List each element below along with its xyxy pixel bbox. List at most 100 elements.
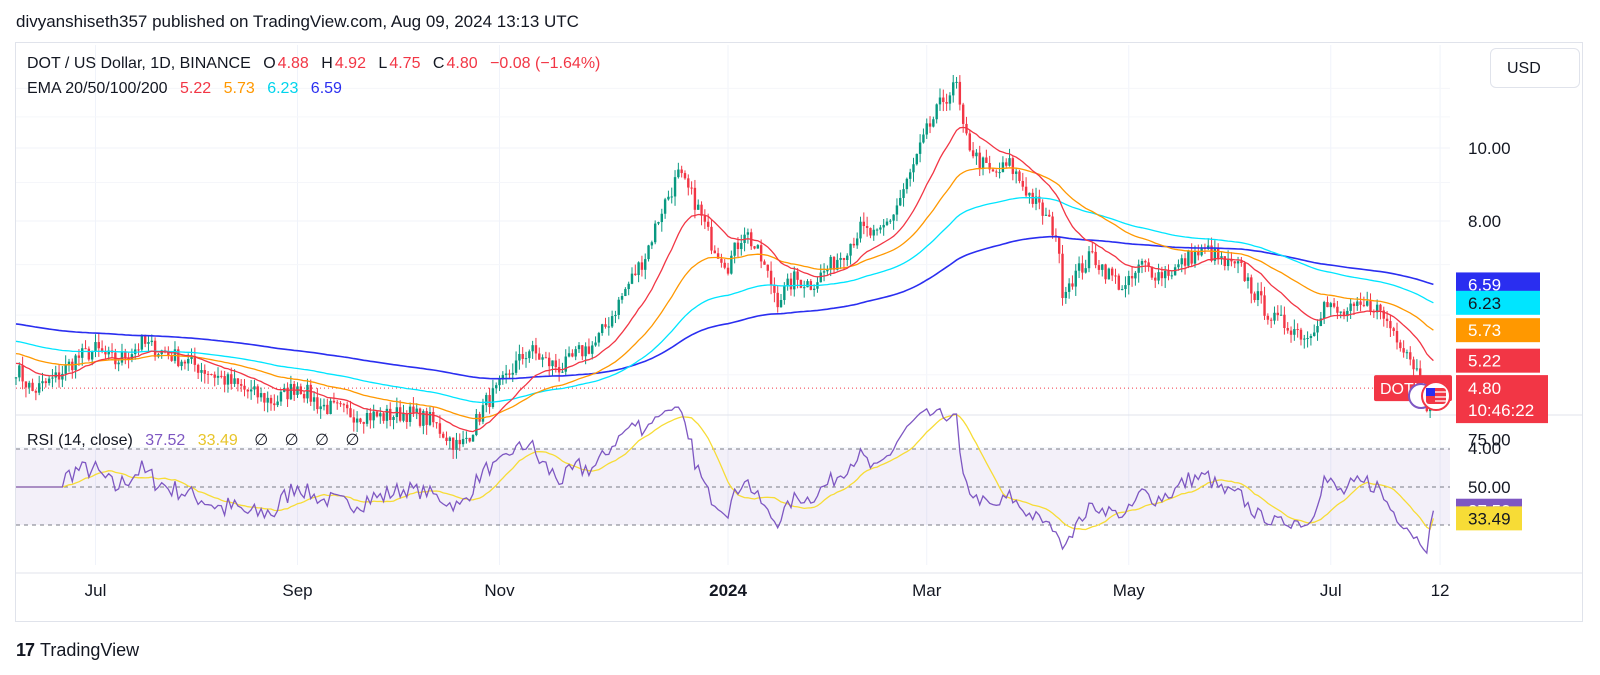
ema-price-tag-text: 6.23 bbox=[1468, 294, 1501, 313]
candle-body bbox=[37, 383, 41, 393]
candle-body bbox=[398, 407, 402, 421]
candle-body bbox=[309, 384, 312, 402]
candle-body bbox=[1014, 171, 1018, 174]
candle-body bbox=[1031, 192, 1034, 204]
candle-body bbox=[249, 389, 253, 392]
candle-body bbox=[329, 400, 332, 415]
ema-price-tag-text: 6.59 bbox=[1468, 275, 1501, 294]
candle-body bbox=[922, 134, 925, 143]
candle-body bbox=[47, 378, 51, 384]
candle-body bbox=[1144, 261, 1147, 263]
candle-body bbox=[1197, 251, 1200, 256]
candle-body bbox=[1147, 262, 1150, 267]
candle-body bbox=[730, 255, 733, 274]
candle-body bbox=[1399, 342, 1402, 349]
candle-body bbox=[90, 350, 94, 360]
candle-body bbox=[1170, 275, 1174, 277]
candle-body bbox=[733, 242, 736, 256]
candle-body bbox=[147, 342, 150, 344]
ema20-line bbox=[15, 126, 1434, 433]
time-axis-label: 2024 bbox=[709, 581, 747, 600]
candle-body bbox=[895, 205, 899, 215]
candle-body bbox=[286, 387, 289, 400]
candle-body bbox=[1405, 352, 1409, 354]
na-symbol-4: ∅ bbox=[345, 432, 360, 449]
candle-body bbox=[259, 393, 263, 398]
candle-body bbox=[1067, 283, 1071, 292]
chart-frame[interactable] bbox=[15, 42, 1583, 622]
candle-body bbox=[690, 187, 693, 189]
candle-body bbox=[1293, 329, 1296, 335]
candle-body bbox=[879, 227, 882, 230]
time-axis-label: 12 bbox=[1431, 581, 1450, 600]
candle-body bbox=[538, 353, 541, 360]
candle-body bbox=[1216, 248, 1220, 260]
candle-body bbox=[773, 285, 776, 293]
candle-body bbox=[551, 360, 554, 367]
candle-body bbox=[624, 289, 627, 297]
candle-body bbox=[799, 279, 803, 288]
candle-body bbox=[418, 408, 422, 426]
candle-body bbox=[1087, 251, 1091, 269]
candle-body bbox=[31, 382, 34, 391]
candle-body bbox=[789, 278, 793, 290]
ema100-value: 6.23 bbox=[267, 80, 299, 97]
candle-body bbox=[389, 408, 392, 420]
candle-body bbox=[28, 382, 31, 388]
candle-body bbox=[1130, 275, 1134, 279]
candle-body bbox=[180, 361, 183, 367]
candle-body bbox=[1157, 272, 1160, 281]
candle-body bbox=[203, 370, 206, 374]
candle-body bbox=[604, 324, 607, 327]
candle-body bbox=[1177, 264, 1180, 268]
candle-body bbox=[220, 375, 223, 377]
candle-body bbox=[1306, 338, 1309, 340]
candle-body bbox=[1392, 328, 1395, 331]
candle-body bbox=[779, 300, 783, 308]
rsi-ma-legend-value: 33.49 bbox=[197, 432, 238, 449]
candle-body bbox=[935, 104, 938, 120]
candle-body bbox=[1296, 329, 1299, 331]
high-value: 4.92 bbox=[334, 55, 366, 72]
candle-body bbox=[534, 345, 538, 354]
candle-body bbox=[1379, 304, 1382, 311]
candle-body bbox=[445, 437, 448, 441]
candle-body bbox=[1352, 303, 1356, 306]
candle-body bbox=[365, 413, 369, 424]
ema50-value: 5.73 bbox=[223, 80, 255, 97]
ema-title[interactable]: EMA 20/50/100/200 bbox=[27, 80, 168, 97]
time-axis-label: Jul bbox=[85, 581, 107, 600]
time-axis-label: Jul bbox=[1320, 581, 1342, 600]
candle-body bbox=[988, 162, 991, 170]
candle-body bbox=[803, 287, 806, 289]
candle-body bbox=[693, 187, 697, 210]
candle-body bbox=[1011, 158, 1015, 174]
candle-body bbox=[216, 375, 220, 378]
candle-body bbox=[905, 178, 909, 190]
rsi-value-tag-text: 33.49 bbox=[1468, 509, 1511, 528]
candle-body bbox=[74, 355, 77, 371]
candle-body bbox=[137, 349, 140, 351]
candle-body bbox=[981, 157, 985, 169]
candle-body bbox=[1154, 277, 1157, 281]
candle-body bbox=[703, 215, 707, 222]
rsi-title[interactable]: RSI (14, close) bbox=[27, 432, 133, 449]
tradingview-footer[interactable]: 17 TradingView bbox=[16, 640, 139, 661]
candle-body bbox=[1097, 265, 1101, 270]
candle-body bbox=[196, 364, 200, 373]
candle-body bbox=[660, 213, 663, 223]
candle-body bbox=[1269, 319, 1273, 321]
candle-body bbox=[610, 316, 614, 327]
candle-body bbox=[448, 437, 452, 441]
candle-body bbox=[812, 288, 816, 290]
currency-button[interactable]: USD bbox=[1490, 48, 1580, 88]
candle-body bbox=[1021, 180, 1024, 187]
candle-body bbox=[425, 411, 428, 425]
symbol-title[interactable]: DOT / US Dollar, 1D, BINANCE bbox=[27, 55, 251, 72]
candle-body bbox=[508, 373, 511, 375]
candle-body bbox=[97, 342, 100, 349]
candle-body bbox=[1279, 314, 1283, 316]
current-price-text: 4.80 bbox=[1468, 379, 1501, 398]
candle-body bbox=[1276, 312, 1279, 316]
